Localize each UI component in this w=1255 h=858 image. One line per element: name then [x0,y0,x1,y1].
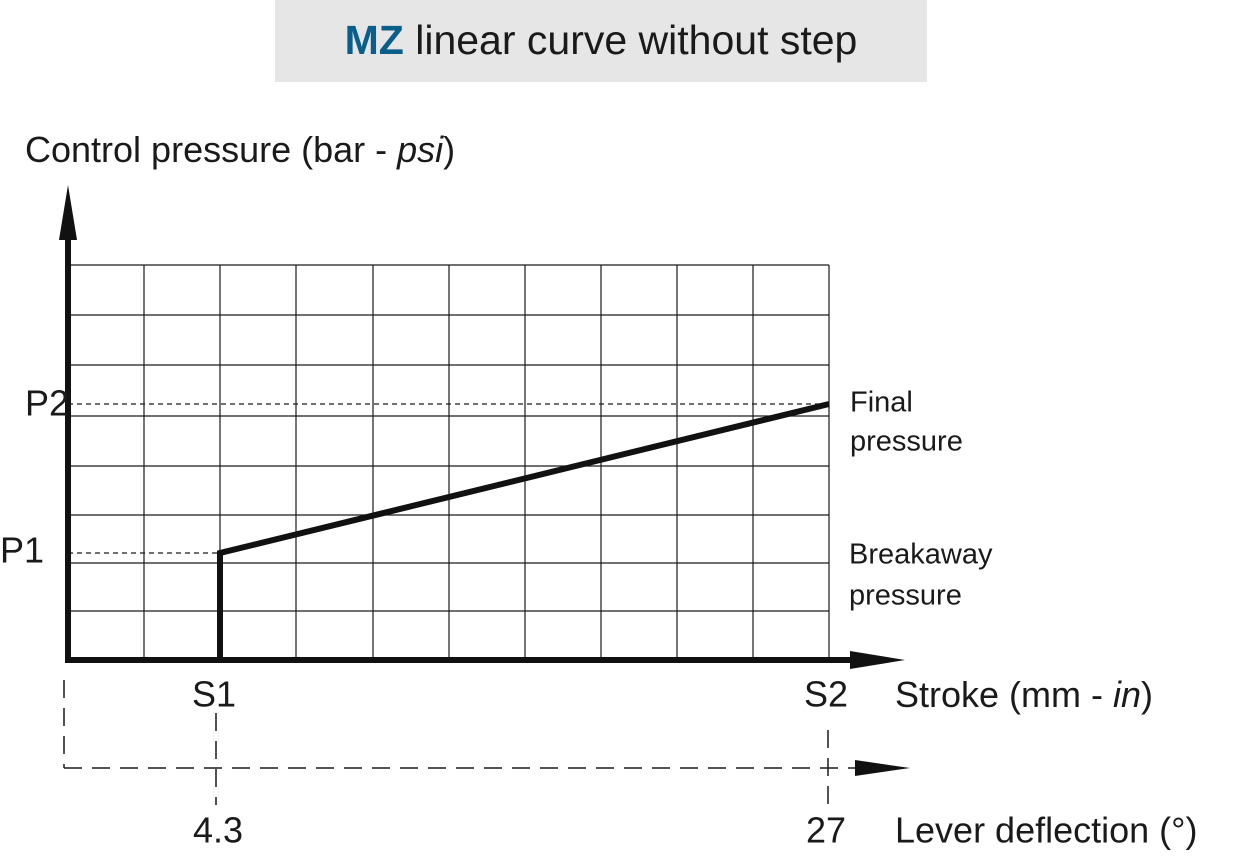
s1-label: S1 [192,674,236,715]
y-label-italic: psi [396,129,444,170]
p2-label: P2 [25,383,69,424]
pressure-curve [217,401,830,660]
y-axis-label: Control pressure (bar - psi) [25,129,455,170]
y-label-start: Control pressure (bar - [25,129,397,170]
y-label-end: ) [443,129,455,170]
title-box [275,0,927,82]
breakaway-annotation: pressure [849,580,962,612]
title: MZ linear curve without step [345,17,858,63]
x-axis-label: Stroke (mm - in) [895,674,1153,715]
lever-start: 4.3 [193,810,243,851]
grid [68,264,830,660]
x-arrow [850,651,905,669]
p1-label: P1 [0,530,44,571]
lever-label: Lever deflection (°) [895,810,1198,851]
x-label-start: Stroke (mm - [895,674,1113,715]
final-annotation: pressure [850,426,963,458]
title-rest: linear curve without step [404,17,858,63]
final-annotation: Final [850,387,913,419]
s2-label: S2 [804,674,848,715]
x-label-end: ) [1141,674,1153,715]
lever-arrow [855,760,910,776]
lever-end: 27 [806,810,846,851]
title-accent: MZ [345,17,404,63]
x-label-italic: in [1113,674,1141,715]
lever-guides [63,680,860,810]
breakaway-annotation: Breakaway [849,539,993,571]
axes [65,235,860,663]
level-guides [68,403,829,554]
y-arrow [59,185,77,240]
